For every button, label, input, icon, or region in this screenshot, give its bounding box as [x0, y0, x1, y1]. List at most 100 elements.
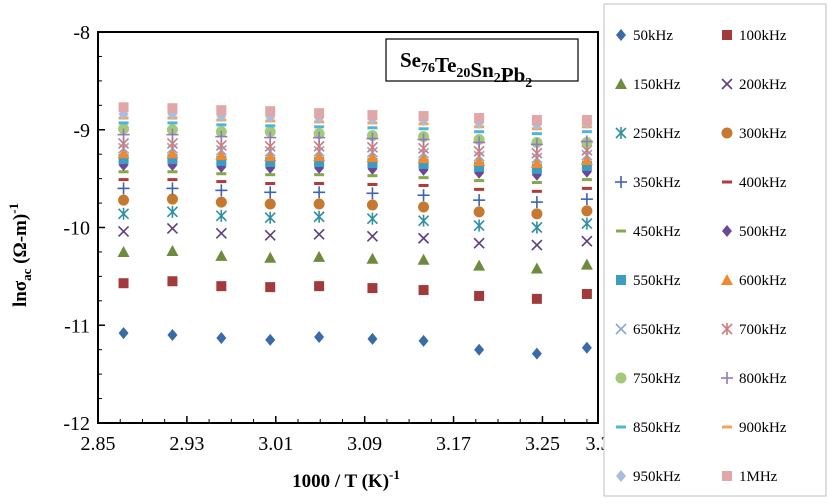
marker-x [264, 229, 276, 241]
marker-triangle [264, 251, 277, 263]
marker-square [265, 282, 276, 293]
marker-plus [721, 372, 733, 384]
marker-square [531, 293, 542, 304]
series-200kHz [117, 222, 593, 251]
marker-x [721, 78, 733, 90]
marker-triangle [215, 249, 228, 261]
marker-square [616, 275, 626, 285]
marker-square [581, 160, 592, 171]
marker-dash [474, 130, 485, 134]
marker-plus [580, 193, 593, 206]
series-400kHz [118, 178, 592, 193]
marker-square [216, 156, 227, 167]
composition-subscript: 76 [421, 61, 435, 76]
marker-triangle [117, 245, 130, 257]
marker-square [581, 288, 592, 299]
marker-x [117, 225, 130, 237]
y-axis-label-part: (Ω-m) [10, 214, 31, 269]
marker-triangle [215, 149, 228, 161]
marker-dash [531, 132, 542, 136]
series-600kHz [117, 147, 593, 168]
marker-asterisk [264, 211, 276, 224]
legend-label: 750kHz [633, 371, 681, 387]
marker-diamond [167, 329, 178, 342]
marker-x-stroke [473, 237, 485, 249]
marker-plus [313, 186, 326, 199]
marker-x-stroke [417, 232, 430, 244]
marker-plus [530, 138, 543, 151]
marker-diamond [314, 330, 325, 343]
series-850kHz [118, 121, 592, 136]
marker-square [722, 471, 732, 481]
marker-x [166, 222, 179, 235]
legend-label: 800kHz [739, 371, 787, 387]
marker-plus [417, 189, 430, 202]
marker-square [722, 30, 732, 40]
series-50kHz [118, 327, 592, 360]
legend-label: 950kHz [633, 469, 681, 485]
marker-diamond [216, 331, 227, 344]
series-250kHz [117, 205, 593, 234]
marker-dash [474, 187, 485, 191]
marker-square [367, 157, 378, 168]
marker-square [367, 283, 378, 294]
legend-label: 850kHz [633, 420, 681, 436]
marker-square [167, 103, 178, 114]
marker-square [314, 108, 325, 119]
marker-plus [117, 182, 130, 195]
marker-plus [473, 136, 486, 149]
marker-dash [118, 170, 129, 174]
marker-asterisk [417, 214, 430, 227]
y-axis-label-part: -1 [6, 203, 21, 214]
marker-square [118, 278, 129, 289]
marker-asterisk [473, 219, 485, 232]
marker-circle [313, 198, 325, 210]
legend: 50kHz 100kHz 150kHz 200kHz 250kHz 300kHz 350kH… [603, 3, 827, 497]
marker-square [314, 157, 325, 168]
marker-triangle [366, 151, 379, 163]
marker-dash [474, 179, 485, 183]
x-tick-label: 3.09 [347, 433, 382, 455]
x-axis-label-superscript: -1 [389, 467, 400, 482]
legend-label: 100kHz [739, 28, 787, 44]
series-300kHz [118, 193, 593, 220]
marker-x-stroke [117, 225, 130, 237]
marker-x [366, 230, 379, 242]
marker-x [473, 237, 485, 249]
marker-square [474, 290, 485, 301]
marker-square [314, 281, 325, 292]
x-tick-label: 2.93 [169, 433, 204, 455]
legend-label: 50kHz [633, 28, 673, 44]
legend-label: 500kHz [739, 224, 787, 240]
x-tick-label: 3.01 [258, 433, 293, 455]
marker-dash [216, 180, 227, 184]
marker-plus [166, 128, 179, 141]
legend-label: 1MHz [739, 469, 778, 485]
marker-triangle [166, 147, 179, 159]
legend-label: 400kHz [739, 175, 787, 191]
marker-dash [167, 178, 178, 182]
composition-element: Pb [501, 63, 526, 87]
series-100kHz [118, 276, 592, 304]
marker-triangle [530, 262, 543, 274]
marker-dash [531, 181, 542, 185]
marker-plus [417, 133, 430, 146]
marker-square [118, 102, 129, 113]
marker-x-stroke [166, 222, 179, 235]
marker-triangle [580, 154, 593, 166]
marker-dash [167, 170, 178, 174]
marker-circle [418, 201, 430, 213]
marker-square [418, 285, 429, 296]
marker-circle [215, 196, 227, 208]
marker-triangle [417, 253, 430, 265]
marker-plus [580, 135, 593, 148]
marker-circle [721, 127, 733, 139]
marker-dash [265, 173, 276, 177]
marker-circle [366, 199, 378, 211]
marker-dash [581, 130, 592, 134]
marker-dash [418, 127, 429, 131]
marker-x-stroke [313, 228, 325, 240]
marker-diamond [722, 225, 732, 237]
marker-asterisk [721, 323, 733, 335]
marker-plus [215, 130, 228, 143]
